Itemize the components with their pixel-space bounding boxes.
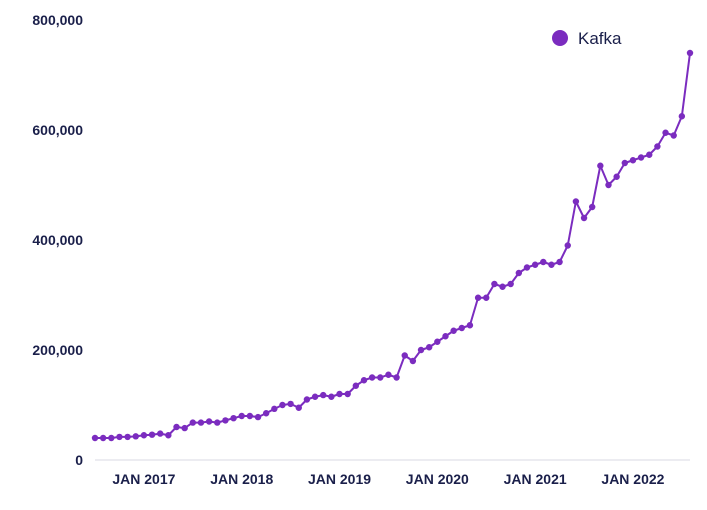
data-point xyxy=(597,163,603,169)
data-point xyxy=(459,325,465,331)
data-point xyxy=(654,143,660,149)
data-point xyxy=(630,157,636,163)
data-point xyxy=(149,432,155,438)
data-point xyxy=(100,435,106,441)
data-point xyxy=(344,391,350,397)
data-point xyxy=(190,419,196,425)
line-chart: 0 200,000 400,000 600,000 800,000 JAN 2017 JAN… xyxy=(0,0,707,510)
data-point xyxy=(336,391,342,397)
data-point xyxy=(393,374,399,380)
data-point xyxy=(173,424,179,430)
data-point xyxy=(418,347,424,353)
y-tick-label: 0 xyxy=(75,452,83,468)
data-point xyxy=(157,430,163,436)
chart-bg xyxy=(0,0,707,510)
data-point xyxy=(622,160,628,166)
data-point xyxy=(532,262,538,268)
chart-container: 0 200,000 400,000 600,000 800,000 JAN 2017 JAN… xyxy=(0,0,707,510)
data-point xyxy=(565,242,571,248)
data-point xyxy=(613,174,619,180)
data-point xyxy=(556,259,562,265)
data-point xyxy=(279,402,285,408)
data-point xyxy=(141,432,147,438)
y-tick-label: 400,000 xyxy=(32,232,83,248)
data-point xyxy=(222,417,228,423)
data-point xyxy=(491,281,497,287)
data-point xyxy=(353,383,359,389)
data-point xyxy=(239,413,245,419)
data-point xyxy=(206,418,212,424)
data-point xyxy=(255,414,261,420)
data-point xyxy=(271,406,277,412)
data-point xyxy=(679,113,685,119)
x-tick-label: JAN 2018 xyxy=(210,471,273,487)
data-point xyxy=(662,130,668,136)
x-tick-label: JAN 2022 xyxy=(601,471,664,487)
data-point xyxy=(230,415,236,421)
data-point xyxy=(116,434,122,440)
x-tick-label: JAN 2019 xyxy=(308,471,371,487)
data-point xyxy=(516,270,522,276)
data-point xyxy=(377,374,383,380)
x-tick-label: JAN 2017 xyxy=(112,471,175,487)
data-point xyxy=(507,281,513,287)
data-point xyxy=(328,394,334,400)
data-point xyxy=(133,433,139,439)
data-point xyxy=(483,295,489,301)
data-point xyxy=(361,377,367,383)
data-point xyxy=(475,295,481,301)
data-point xyxy=(320,392,326,398)
data-point xyxy=(263,410,269,416)
data-point xyxy=(385,372,391,378)
data-point xyxy=(369,374,375,380)
x-tick-label: JAN 2020 xyxy=(406,471,469,487)
data-point xyxy=(214,419,220,425)
data-point xyxy=(198,419,204,425)
data-point xyxy=(165,432,171,438)
legend-label: Kafka xyxy=(578,29,622,48)
data-point xyxy=(181,425,187,431)
data-point xyxy=(589,204,595,210)
data-point xyxy=(92,435,98,441)
data-point xyxy=(247,413,253,419)
data-point xyxy=(687,50,693,56)
data-point xyxy=(540,259,546,265)
data-point xyxy=(581,215,587,221)
data-point xyxy=(108,435,114,441)
data-point xyxy=(312,394,318,400)
data-point xyxy=(646,152,652,158)
data-point xyxy=(426,344,432,350)
y-tick-label: 800,000 xyxy=(32,12,83,28)
data-point xyxy=(605,182,611,188)
data-point xyxy=(573,198,579,204)
data-point xyxy=(287,401,293,407)
data-point xyxy=(434,339,440,345)
y-tick-label: 600,000 xyxy=(32,122,83,138)
data-point xyxy=(124,434,130,440)
data-point xyxy=(402,352,408,358)
data-point xyxy=(304,396,310,402)
data-point xyxy=(410,358,416,364)
data-point xyxy=(524,264,530,270)
data-point xyxy=(548,262,554,268)
data-point xyxy=(467,322,473,328)
data-point xyxy=(442,333,448,339)
data-point xyxy=(670,132,676,138)
data-point xyxy=(638,154,644,160)
legend-marker xyxy=(552,30,568,46)
y-tick-label: 200,000 xyxy=(32,342,83,358)
data-point xyxy=(450,328,456,334)
x-tick-label: JAN 2021 xyxy=(504,471,567,487)
data-point xyxy=(499,284,505,290)
data-point xyxy=(296,405,302,411)
